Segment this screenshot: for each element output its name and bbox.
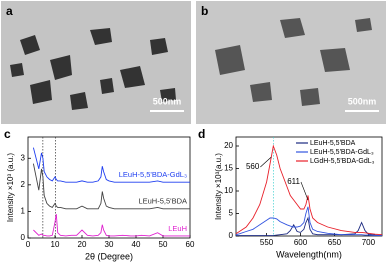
x-axis-label: Wavelength(nm) (276, 249, 342, 259)
plot-frame (235, 136, 383, 237)
y-tick-label: 0 (21, 233, 26, 242)
y-tick-label: 15 (224, 164, 233, 173)
x-tick-label: 550 (260, 238, 274, 247)
y-tick-label: 2 (21, 180, 26, 189)
x-tick-label: 600 (294, 238, 308, 247)
y-axis-label: Intensity ×10³(a.u.) (214, 153, 223, 220)
tem-image (1, 1, 191, 124)
panel-b: b 500nm (196, 1, 386, 124)
scale-bar-label: 500nm (153, 96, 182, 106)
series-label: LEuH (168, 224, 187, 233)
x-tick-label: 0 (26, 240, 31, 249)
particles (10, 28, 176, 110)
x-tick-label: 40 (132, 240, 141, 249)
annotation-arrow (260, 156, 272, 168)
x-axis-label: 2θ (Degree) (85, 251, 133, 261)
panel-label: c (4, 127, 11, 141)
series-line (32, 147, 190, 183)
series-line (32, 163, 190, 210)
scale-bar-label: 500nm (348, 96, 377, 106)
x-tick-label: 700 (362, 238, 376, 247)
series-line (236, 216, 383, 237)
x-tick-label: 20 (78, 240, 87, 249)
panel-label: a (6, 4, 13, 18)
annotation: 611 (287, 177, 300, 186)
y-tick-label: 5 (229, 209, 234, 218)
legend-label: LGdH-5,5'BDA-GdL₃ (310, 158, 375, 165)
series-line (235, 206, 382, 237)
annotation: 560 (246, 162, 260, 171)
y-tick-label: 0 (229, 231, 234, 240)
series-line (235, 144, 383, 236)
legend-label: LEuH-5,5'BDA-GdL₃ (310, 149, 374, 156)
y-tick-label: 3 (21, 153, 26, 162)
x-tick-label: 650 (328, 238, 342, 247)
panel-label: b (201, 4, 208, 18)
y-tick-label: 1 (21, 207, 26, 216)
x-tick-label: 10 (51, 240, 60, 249)
particles (215, 18, 372, 106)
y-tick-label: 20 (224, 141, 233, 150)
x-tick-label: 60 (186, 240, 195, 249)
y-axis-label: Intensity ×10³ (a.u.) (6, 153, 15, 222)
plot-frame (27, 136, 191, 239)
panel-label: d (198, 127, 205, 141)
x-tick-label: 30 (105, 240, 114, 249)
scale-bar (345, 110, 379, 112)
panel-a: a 500nm (1, 1, 191, 124)
series-label: LEuH-5,5'BDA (138, 197, 187, 206)
x-tick-label: 50 (159, 240, 168, 249)
annotation-arrow (300, 181, 309, 201)
legend-label: LEuH-5,5'BDA (310, 140, 356, 147)
series-label: LEuH-5,5'BDA-GdL₃ (119, 170, 187, 179)
scale-bar (150, 110, 184, 112)
series-line (33, 214, 190, 237)
y-tick-label: 10 (224, 186, 233, 195)
